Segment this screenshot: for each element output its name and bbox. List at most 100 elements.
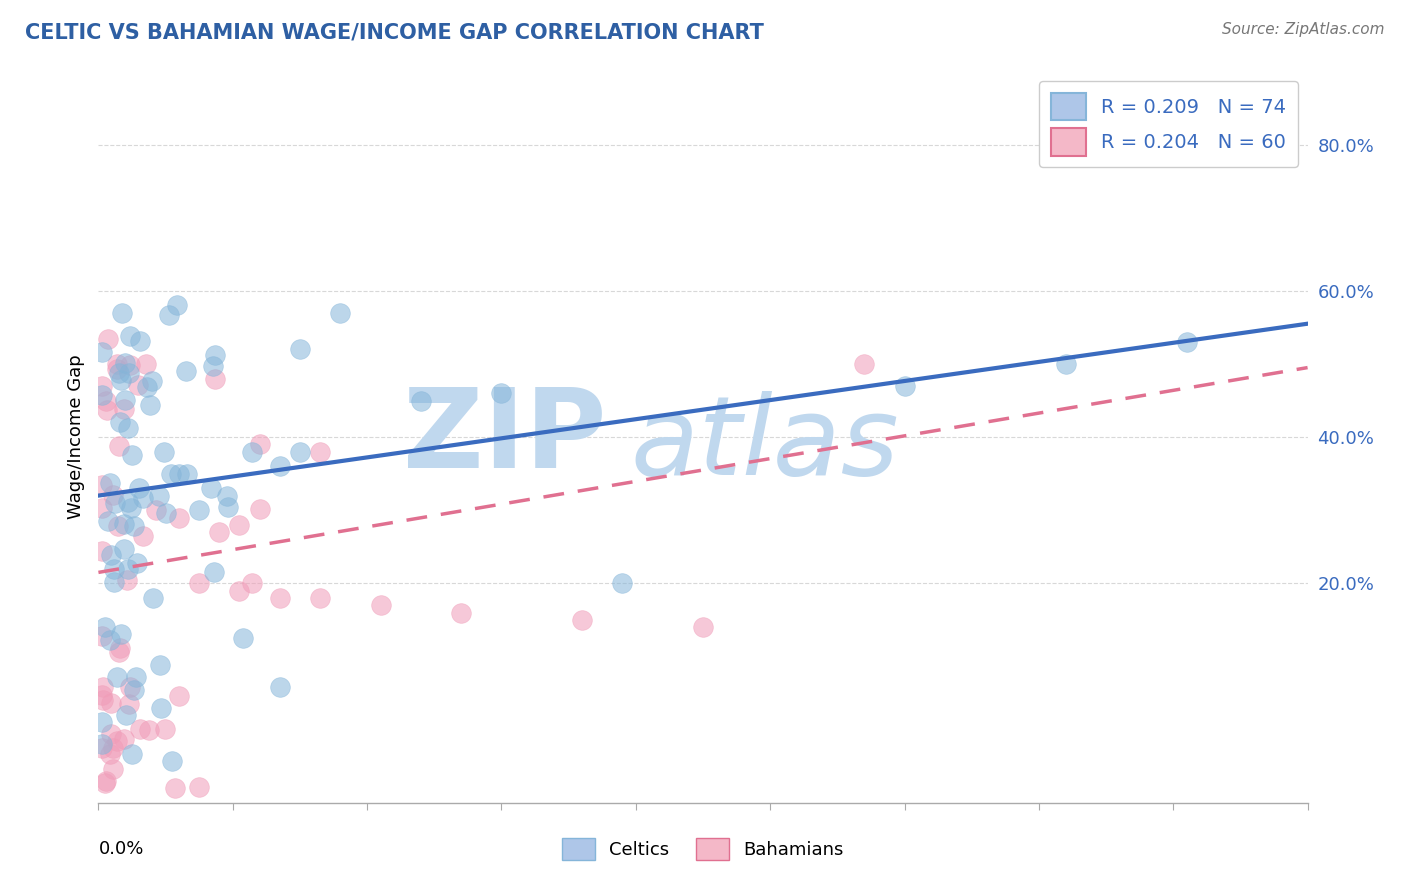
Point (167, 467, 190, 481)
Point (122, 683, 145, 698)
Point (118, 680, 141, 694)
Point (853, 357, 876, 371)
Point (115, 707, 138, 722)
Point (117, 562, 139, 576)
Point (94, 619, 117, 633)
Point (692, 620, 714, 634)
Point (108, 439, 131, 453)
Point (112, 542, 135, 557)
Point (97, 332, 120, 346)
Point (188, 503, 211, 517)
Point (160, 754, 183, 768)
Point (91, 477, 114, 491)
Point (112, 516, 135, 531)
Point (118, 366, 141, 380)
Point (118, 698, 141, 712)
Point (145, 503, 167, 517)
Point (98, 747, 121, 761)
Point (115, 573, 138, 587)
Point (309, 444, 332, 458)
Point (204, 566, 226, 580)
Point (217, 489, 239, 503)
Point (409, 393, 432, 408)
Point (103, 562, 125, 576)
Point (96, 774, 118, 789)
Point (288, 444, 311, 458)
Point (217, 500, 239, 514)
Point (121, 747, 143, 761)
Point (1054, 357, 1077, 371)
Point (91, 543, 114, 558)
Point (138, 723, 160, 737)
Point (166, 298, 188, 312)
Text: 0.0%: 0.0% (98, 840, 143, 858)
Point (120, 500, 142, 515)
Point (1175, 334, 1198, 349)
Y-axis label: Wage/Income Gap: Wage/Income Gap (66, 355, 84, 519)
Point (167, 510, 190, 524)
Point (188, 780, 211, 794)
Point (571, 613, 593, 627)
Point (97, 514, 120, 528)
Point (370, 599, 392, 613)
Point (188, 576, 211, 591)
Point (104, 496, 127, 510)
Point (228, 583, 250, 598)
Point (91, 629, 114, 643)
Point (91, 692, 114, 706)
Point (329, 306, 352, 320)
Point (155, 506, 177, 520)
Point (269, 591, 291, 605)
Point (105, 361, 128, 376)
Point (136, 380, 159, 394)
Point (612, 576, 634, 591)
Point (135, 357, 157, 371)
Point (160, 467, 183, 481)
Point (94, 393, 117, 408)
Point (110, 641, 132, 656)
Point (139, 398, 162, 412)
Point (142, 591, 165, 606)
Point (105, 670, 128, 684)
Point (114, 356, 136, 370)
Point (204, 372, 226, 386)
Point (127, 377, 149, 392)
Point (117, 421, 139, 435)
Point (125, 556, 148, 570)
Point (103, 574, 125, 589)
Point (93, 775, 115, 789)
Point (152, 444, 174, 458)
Point (98, 475, 121, 490)
Point (118, 329, 141, 343)
Point (129, 723, 152, 737)
Point (100, 696, 122, 710)
Point (96, 403, 118, 417)
Point (114, 393, 136, 408)
Point (105, 733, 128, 747)
Point (132, 491, 155, 505)
Point (269, 459, 291, 474)
Text: atlas: atlas (630, 391, 898, 498)
Point (117, 494, 139, 508)
Point (141, 375, 163, 389)
Point (893, 379, 915, 393)
Point (128, 334, 150, 348)
Point (249, 437, 271, 451)
Text: CELTIC VS BAHAMIAN WAGE/INCOME GAP CORRELATION CHART: CELTIC VS BAHAMIAN WAGE/INCOME GAP CORRE… (25, 22, 765, 42)
Point (110, 373, 132, 387)
Point (108, 645, 131, 659)
Point (149, 658, 172, 673)
Point (208, 525, 231, 540)
Point (98, 633, 121, 648)
Point (176, 467, 198, 481)
Point (91, 344, 114, 359)
Legend: Celtics, Bahamians: Celtics, Bahamians (555, 830, 851, 867)
Point (91, 680, 114, 694)
Point (91, 689, 114, 703)
Point (100, 726, 122, 740)
Point (128, 481, 150, 495)
Point (100, 548, 122, 562)
Point (204, 347, 226, 361)
Point (112, 731, 135, 746)
Point (148, 489, 170, 503)
